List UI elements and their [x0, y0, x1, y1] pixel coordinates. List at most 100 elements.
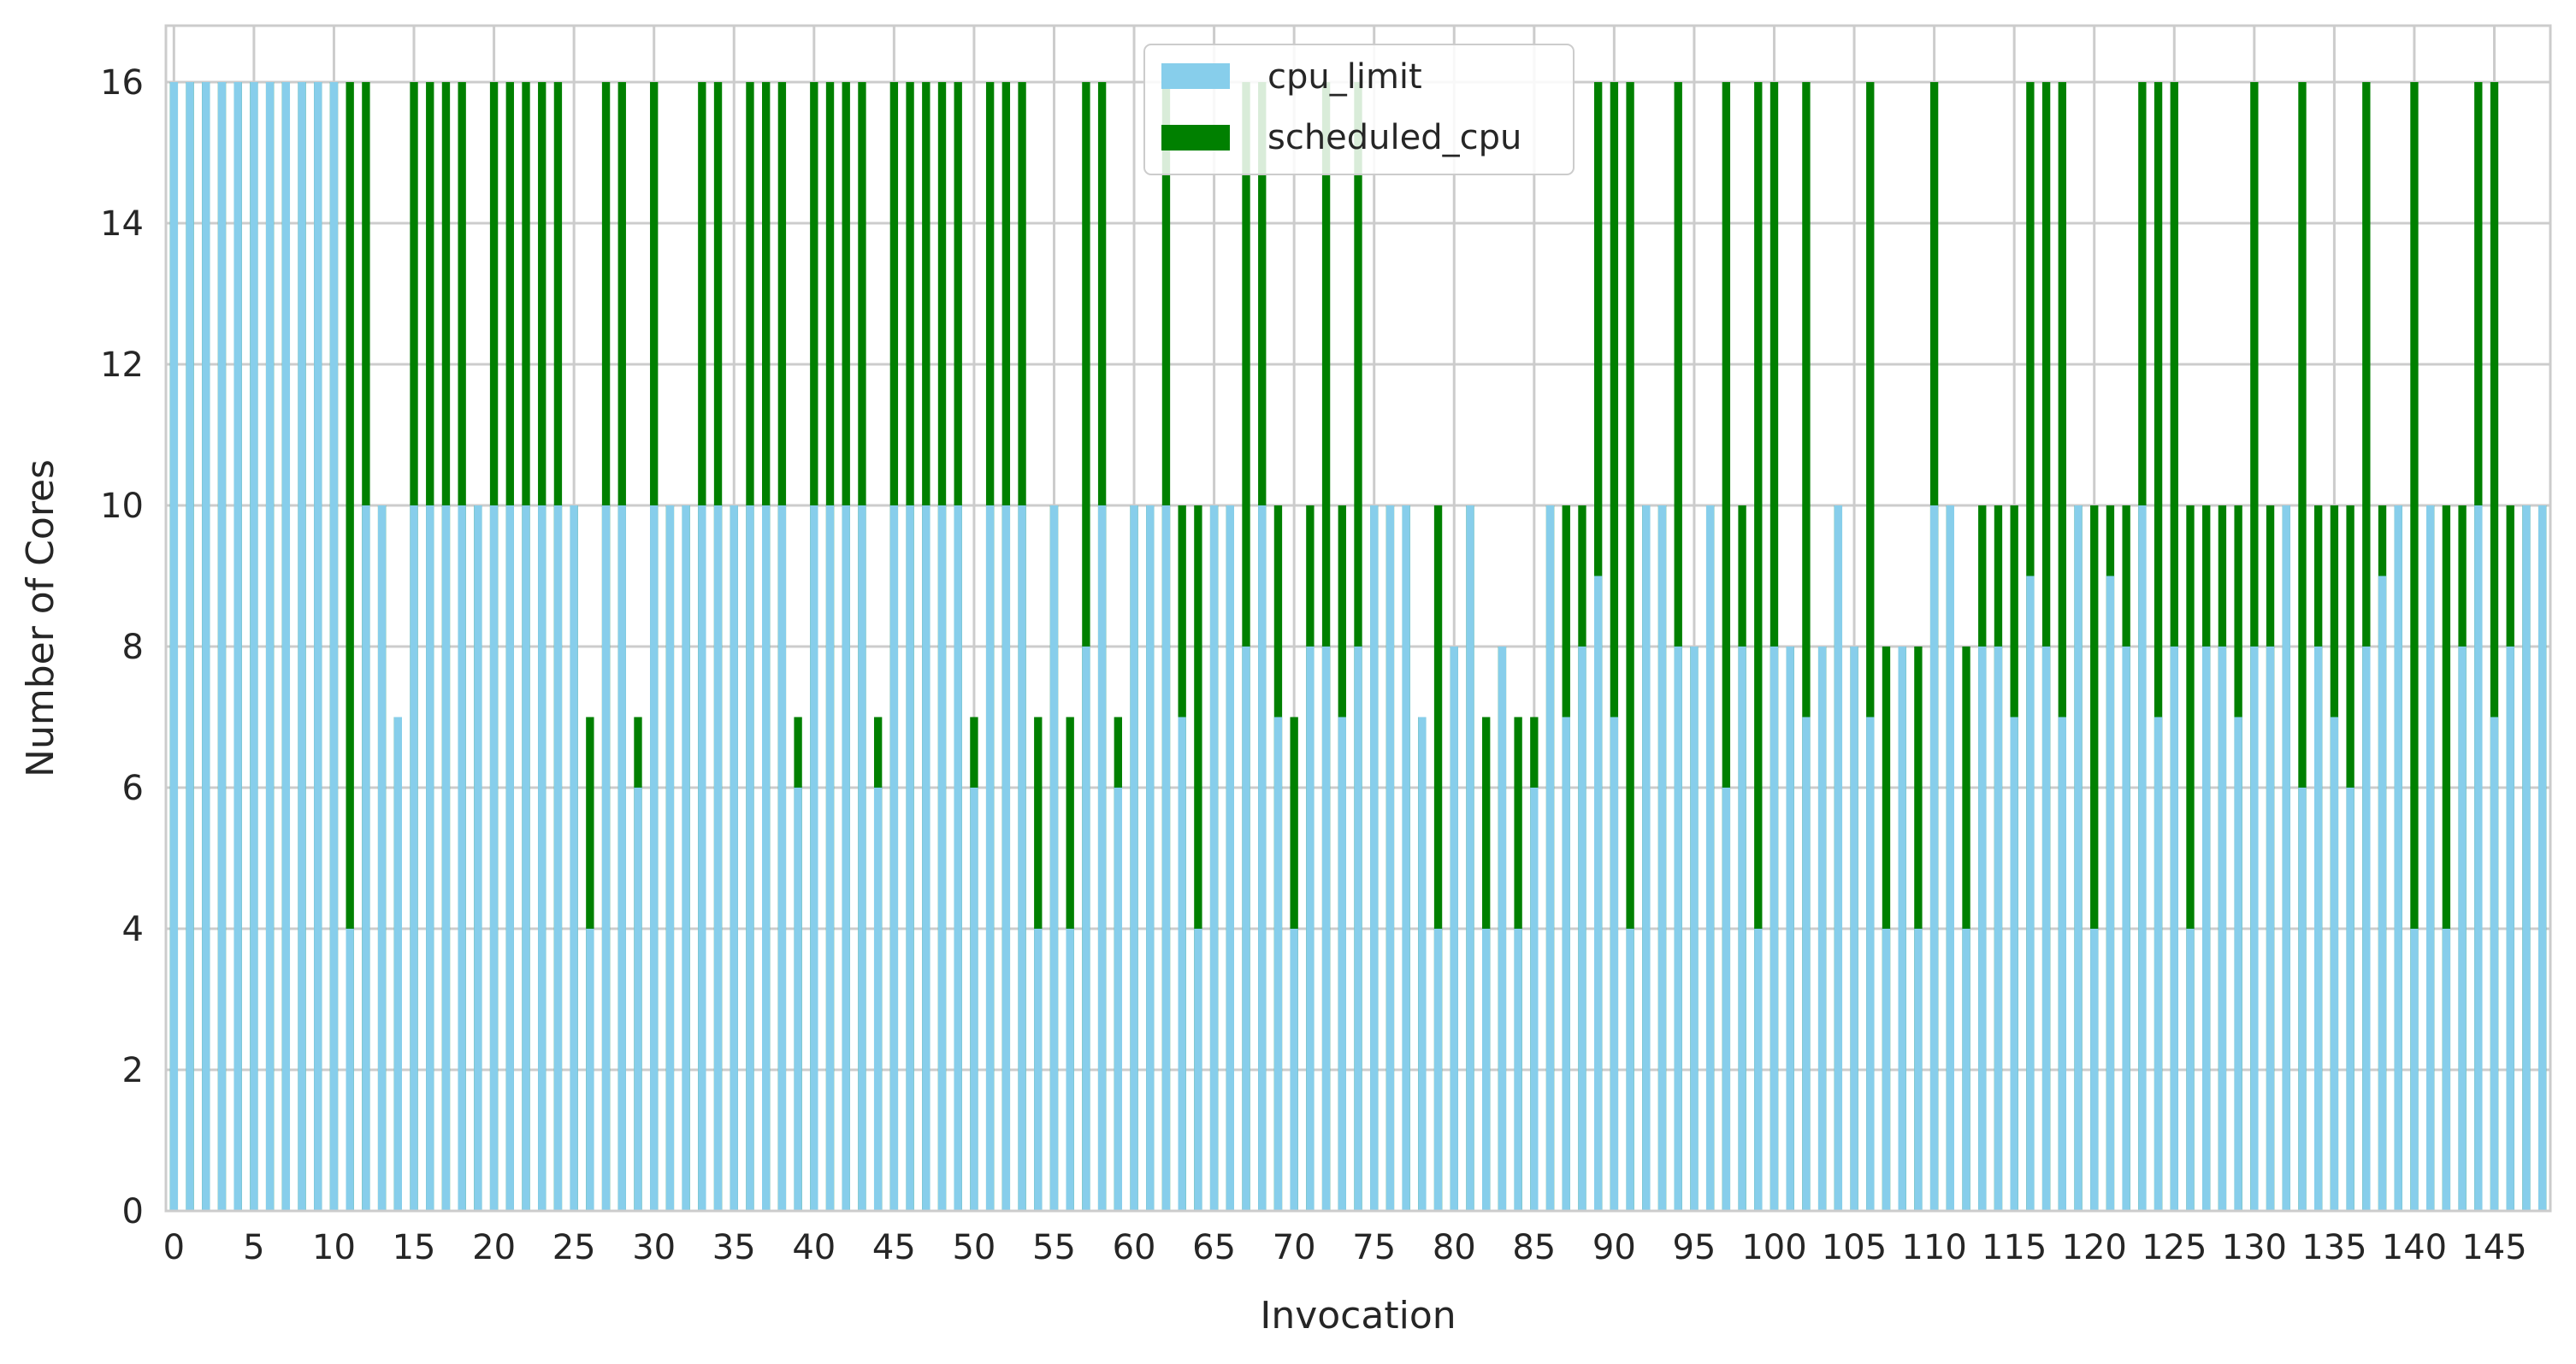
bar-cpu-limit	[1130, 505, 1138, 1211]
bar-cpu-limit	[393, 717, 402, 1211]
bar-cpu-limit	[1450, 647, 1458, 1211]
bar-cpu-limit	[1209, 505, 1219, 1211]
x-tick-label: 60	[1113, 1228, 1156, 1267]
bar-cpu-limit	[1817, 647, 1827, 1211]
bar-cpu-limit	[474, 505, 482, 1211]
bar-scheduled-cpu	[2298, 82, 2307, 1211]
bar-cpu-limit	[1929, 505, 1939, 1211]
bar-cpu-limit	[441, 505, 451, 1211]
bar-scheduled-cpu	[1866, 82, 1875, 1211]
bar-cpu-limit	[1370, 505, 1379, 1211]
bar-cpu-limit	[2538, 505, 2547, 1211]
bar-scheduled-cpu	[1433, 505, 1443, 1211]
legend-frame	[1143, 44, 1575, 175]
bar-cpu-limit	[1834, 505, 1843, 1211]
bar-cpu-limit	[2234, 717, 2242, 1211]
bar-cpu-limit	[458, 505, 466, 1211]
bar-cpu-limit	[346, 929, 354, 1211]
bar-cpu-limit	[489, 505, 499, 1211]
x-tick-label: 10	[312, 1228, 356, 1267]
bar-scheduled-cpu	[1626, 82, 1634, 1211]
bar-scheduled-cpu	[2186, 505, 2195, 1211]
bar-cpu-limit	[1114, 788, 1123, 1211]
bar-cpu-limit	[202, 82, 210, 1211]
x-tick-label: 0	[163, 1228, 185, 1267]
bar-cpu-limit	[1674, 647, 1682, 1211]
bar-cpu-limit	[186, 82, 194, 1211]
bar-cpu-limit	[522, 505, 530, 1211]
bar-cpu-limit	[1882, 929, 1891, 1211]
bar-cpu-limit	[314, 82, 322, 1211]
bar-cpu-limit	[2282, 505, 2290, 1211]
bar-cpu-limit	[2122, 647, 2130, 1211]
bar-cpu-limit	[1705, 505, 1715, 1211]
bar-cpu-limit	[1066, 929, 1074, 1211]
bar-cpu-limit	[1914, 929, 1923, 1211]
x-tick-labels: 0 5 10 15 20 25 30 35 40 45 50 55 60 65 70 75 80 85 90 95 10…	[163, 1228, 2527, 1267]
bar-cpu-limit	[842, 505, 850, 1211]
x-tick-label: 105	[1822, 1228, 1887, 1267]
bars-layer	[169, 82, 2547, 1211]
bar-cpu-limit	[1946, 505, 1954, 1211]
bar-cpu-limit	[1770, 647, 1779, 1211]
bar-cpu-limit	[2330, 717, 2339, 1211]
bar-cpu-limit	[2266, 647, 2275, 1211]
bar-cpu-limit	[2090, 929, 2099, 1211]
bar-cpu-limit	[2506, 647, 2514, 1211]
bar-cpu-limit	[985, 505, 995, 1211]
y-tick-label: 14	[100, 204, 144, 244]
y-tick-label: 6	[122, 769, 144, 808]
bar-cpu-limit	[1690, 647, 1699, 1211]
bar-cpu-limit	[2202, 647, 2211, 1211]
bar-cpu-limit	[329, 82, 339, 1211]
bar-cpu-limit	[810, 505, 818, 1211]
bar-cpu-limit	[2298, 788, 2307, 1211]
bar-cpu-limit	[410, 505, 418, 1211]
bar-cpu-limit	[713, 505, 723, 1211]
bar-cpu-limit	[873, 788, 883, 1211]
bar-cpu-limit	[1097, 505, 1107, 1211]
x-tick-label: 15	[393, 1228, 436, 1267]
x-tick-label: 55	[1032, 1228, 1076, 1267]
bar-cpu-limit	[2250, 647, 2259, 1211]
bar-cpu-limit	[2218, 647, 2227, 1211]
y-tick-label: 0	[122, 1192, 144, 1231]
bar-cpu-limit	[698, 505, 706, 1211]
bar-scheduled-cpu	[2090, 505, 2099, 1211]
bar-cpu-limit	[1530, 788, 1539, 1211]
bar-scheduled-cpu	[2154, 82, 2163, 1211]
bar-cpu-limit	[1994, 647, 2003, 1211]
x-tick-label: 145	[2461, 1228, 2526, 1267]
y-axis-title: Number of Cores	[19, 459, 62, 777]
bar-cpu-limit	[570, 505, 578, 1211]
bar-cpu-limit	[1258, 505, 1267, 1211]
legend: cpu_limit scheduled_cpu	[1143, 44, 1575, 175]
bar-cpu-limit	[538, 505, 547, 1211]
x-tick-label: 85	[1512, 1228, 1556, 1267]
plot-spines	[164, 24, 2552, 1213]
bar-cpu-limit	[777, 505, 787, 1211]
x-tick-label: 40	[792, 1228, 836, 1267]
bar-cpu-limit	[1226, 505, 1234, 1211]
bar-cpu-limit	[954, 505, 962, 1211]
bar-cpu-limit	[217, 82, 227, 1211]
bar-cpu-limit	[2106, 576, 2115, 1211]
bar-cpu-limit	[1866, 717, 1875, 1211]
bar-cpu-limit	[2041, 647, 2051, 1211]
bar-cpu-limit	[634, 788, 642, 1211]
bar-cpu-limit	[1802, 717, 1811, 1211]
x-tick-label: 115	[1982, 1228, 2047, 1267]
bar-cpu-limit	[1786, 647, 1794, 1211]
bar-cpu-limit	[1354, 647, 1362, 1211]
bar-cpu-limit	[1082, 647, 1090, 1211]
bar-cpu-limit	[762, 505, 771, 1211]
bar-cpu-limit	[2058, 717, 2066, 1211]
x-axis-title: Invocation	[1260, 1294, 1456, 1337]
bar-cpu-limit	[505, 505, 514, 1211]
x-tick-label: 65	[1192, 1228, 1236, 1267]
bar-cpu-limit	[1657, 505, 1667, 1211]
bar-cpu-limit	[601, 505, 611, 1211]
bar-scheduled-cpu	[2442, 505, 2451, 1211]
